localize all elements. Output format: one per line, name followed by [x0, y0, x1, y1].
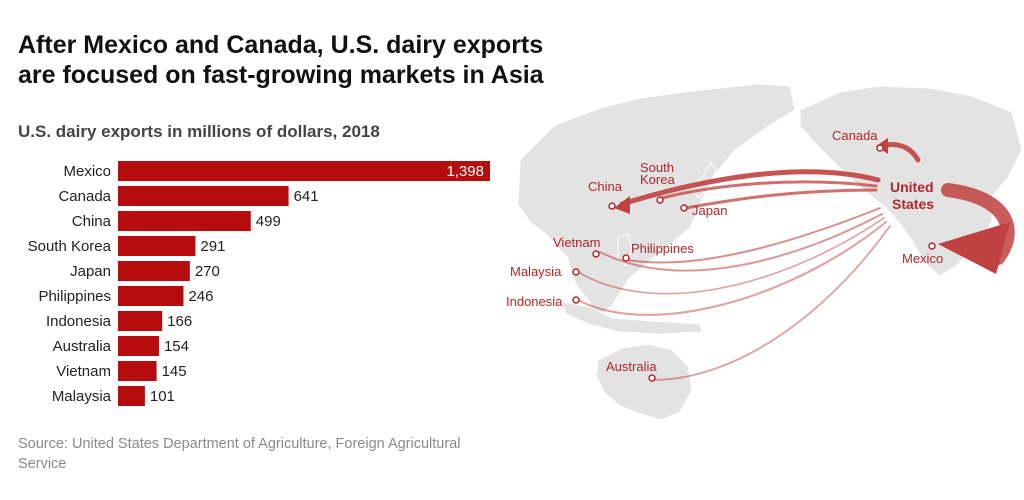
source-note: Source: United States Department of Agri…: [18, 436, 461, 472]
chart-subtitle: U.S. dairy exports in millions of dollar…: [18, 122, 380, 141]
map-label-vietnam: Vietnam: [553, 235, 600, 250]
marker-japan: [680, 204, 688, 212]
bar-south-korea: [118, 236, 196, 256]
arrow-to-mexico: [941, 183, 1015, 265]
category-label-canada: Canada: [58, 188, 111, 205]
bar-vietnam: [118, 361, 157, 381]
arrow-to-malaysia: [577, 217, 885, 295]
map-label-indonesia: Indonesia: [506, 294, 563, 309]
value-label-australia: 154: [164, 338, 189, 355]
bar-philippines: [118, 286, 184, 306]
category-label-mexico: Mexico: [63, 163, 111, 180]
marker-mexico: [928, 242, 936, 250]
category-label-malaysia: Malaysia: [52, 388, 112, 405]
arrow-to-australia: [651, 225, 891, 381]
map-label-china: China: [588, 179, 623, 194]
bar-japan: [118, 261, 190, 281]
export-flow-arrows: [577, 142, 1015, 381]
value-label-china: 499: [256, 213, 281, 230]
arrow-to-china: [619, 169, 881, 207]
arrow-to-south-korea: [660, 180, 878, 200]
arrow-head-china: [614, 196, 630, 214]
arrow-to-indonesia: [577, 221, 887, 316]
value-label-malaysia: 101: [150, 388, 175, 405]
map-label-united-states-line2: States: [892, 196, 934, 212]
value-label-vietnam: 145: [162, 363, 187, 380]
map-label-canada: Canada: [832, 128, 878, 143]
map-label-south-korea-line2: Korea: [640, 172, 675, 187]
marker-australia: [648, 374, 656, 382]
value-label-mexico: 1,398: [446, 163, 484, 180]
north-america-landmass: [799, 85, 1023, 277]
marker-philippines: [622, 254, 630, 262]
category-label-china: China: [72, 213, 112, 230]
bar-australia: [118, 336, 159, 356]
map-label-south-korea: South Korea: [640, 160, 678, 187]
category-label-vietnam: Vietnam: [56, 363, 111, 380]
marker-malaysia: [572, 268, 580, 276]
marker-vietnam: [592, 250, 600, 258]
map-label-united-states: United States: [890, 179, 937, 212]
marker-indonesia: [572, 296, 580, 304]
map-label-philippines: Philippines: [631, 241, 694, 256]
marker-china: [608, 202, 616, 210]
value-label-japan: 270: [195, 263, 220, 280]
map-label-australia: Australia: [606, 359, 657, 374]
map-label-south-korea-line1: South: [640, 160, 674, 175]
map-label-united-states-line1: United: [890, 179, 934, 195]
marker-canada: [876, 144, 884, 152]
arrow-to-vietnam: [599, 213, 883, 272]
map-label-mexico: Mexico: [902, 251, 943, 266]
arrow-to-japan: [684, 188, 878, 210]
map-label-malaysia: Malaysia: [510, 264, 562, 279]
map-labels: Canada Mexico China South Korea Japan Vi…: [506, 128, 943, 374]
bar-chart: Mexico 1,398 Canada 641 China 499 South Korea 2…: [28, 161, 490, 406]
value-label-philippines: 246: [188, 288, 213, 305]
bar-canada: [118, 186, 289, 206]
bar-malaysia: [118, 386, 145, 406]
destination-markers: [572, 144, 936, 382]
export-flow-map: Canada Mexico China South Korea Japan Vi…: [506, 83, 1023, 421]
arrow-head-mexico: [938, 222, 1010, 274]
category-label-philippines: Philippines: [38, 288, 111, 305]
category-label-south-korea: South Korea: [28, 238, 112, 255]
value-label-south-korea: 291: [200, 238, 225, 255]
category-label-indonesia: Indonesia: [46, 313, 112, 330]
bar-china: [118, 211, 251, 231]
bar-indonesia: [118, 311, 163, 331]
bar-mexico: [118, 161, 490, 181]
marker-south-korea: [656, 196, 664, 204]
value-label-indonesia: 166: [167, 313, 192, 330]
indonesia-islands: [561, 301, 703, 335]
category-label-japan: Japan: [70, 263, 111, 280]
map-label-japan: Japan: [692, 203, 727, 218]
arrow-to-philippines: [627, 207, 881, 264]
category-label-australia: Australia: [53, 338, 112, 355]
value-label-canada: 641: [294, 188, 319, 205]
australia-landmass: [595, 343, 693, 421]
chart-headline: After Mexico and Canada, U.S. dairy expo…: [18, 31, 544, 89]
